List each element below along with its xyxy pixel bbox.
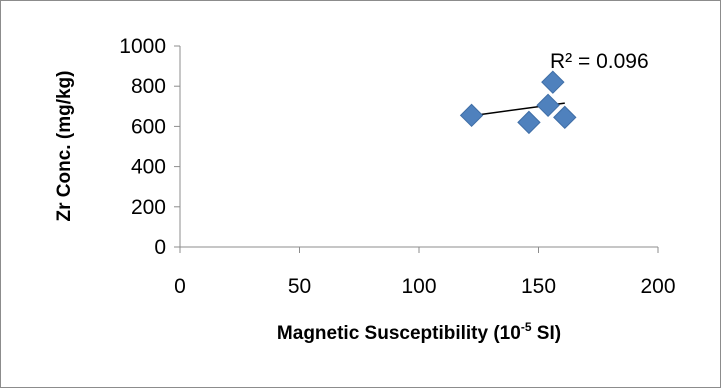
x-tick-label: 200 <box>640 275 675 298</box>
y-tick-label: 800 <box>131 75 166 98</box>
r-squared-annotation: R² = 0.096 <box>550 50 649 73</box>
y-axis-title: Zr Conc. (mg/kg) <box>54 71 75 222</box>
y-tick-label: 0 <box>154 236 166 259</box>
x-tick-label: 150 <box>521 275 556 298</box>
y-tick-label: 600 <box>131 115 166 138</box>
axes <box>174 45 659 253</box>
data-point <box>536 93 560 118</box>
y-tick-label: 1000 <box>119 35 166 58</box>
y-tick-label: 400 <box>131 156 166 179</box>
x-axis-title: Magnetic Susceptibility (10-5 SI) <box>277 320 561 344</box>
data-point <box>541 70 565 94</box>
x-axis-title-main: Magnetic Susceptibility (10 <box>277 323 521 344</box>
data-points <box>459 70 577 135</box>
x-axis-title-superscript: -5 <box>521 320 532 334</box>
data-point <box>553 105 577 130</box>
y-tick-label: 200 <box>131 196 166 219</box>
data-point <box>517 110 541 135</box>
x-axis-title-suffix: SI) <box>532 323 562 344</box>
x-tick-label: 0 <box>174 275 186 298</box>
x-tick-label: 50 <box>288 275 311 298</box>
x-tick-label: 100 <box>401 275 436 298</box>
tick-labels: 0 200 400 600 800 1000 0 50 100 150 200 <box>119 35 675 298</box>
data-point <box>459 103 484 128</box>
